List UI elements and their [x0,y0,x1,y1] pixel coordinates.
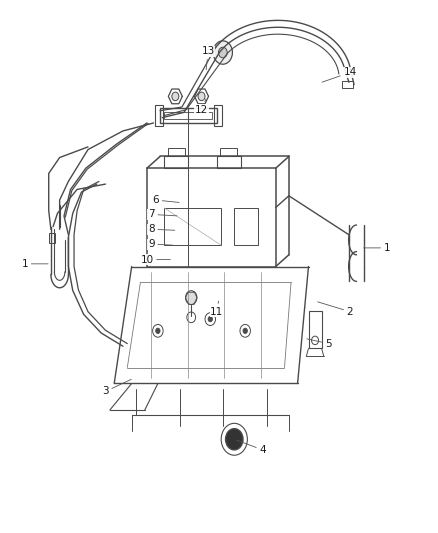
Text: 10: 10 [141,255,170,264]
Bar [220,149,237,157]
Bar [168,149,185,157]
Bar [164,157,188,168]
Bar [308,311,321,349]
Circle shape [187,312,196,322]
Text: 2: 2 [318,302,353,317]
Bar [343,81,353,87]
Text: 12: 12 [195,99,208,115]
Text: 7: 7 [148,209,177,220]
Text: 6: 6 [152,195,179,205]
Circle shape [155,328,160,334]
Text: 11: 11 [210,301,223,317]
Circle shape [198,92,205,101]
Bar [234,208,258,245]
Text: 1: 1 [21,259,48,269]
Bar [147,168,276,266]
Bar [164,112,212,119]
Text: 5: 5 [307,338,332,349]
Text: 9: 9 [148,239,173,249]
Text: 1: 1 [364,243,390,253]
Circle shape [213,41,233,64]
Circle shape [172,92,179,101]
Text: 13: 13 [201,46,215,70]
Circle shape [186,290,197,304]
Circle shape [226,429,243,450]
Circle shape [243,328,247,334]
Bar [217,157,241,168]
Text: 8: 8 [148,224,175,235]
Bar [155,105,162,126]
Bar [214,105,222,126]
Circle shape [208,317,212,322]
Bar [49,233,55,243]
Circle shape [219,47,227,58]
Text: 3: 3 [102,379,131,397]
Text: 4: 4 [237,440,266,455]
Text: 14: 14 [322,68,357,82]
Bar [164,208,221,245]
Bar [160,108,217,123]
